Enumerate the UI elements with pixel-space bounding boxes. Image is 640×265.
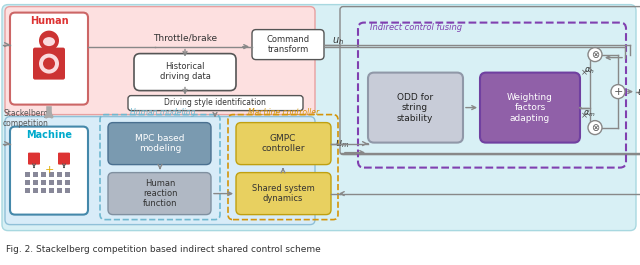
FancyBboxPatch shape xyxy=(65,188,70,193)
Text: Driving style identification: Driving style identification xyxy=(164,98,266,107)
FancyBboxPatch shape xyxy=(25,188,30,193)
FancyBboxPatch shape xyxy=(41,180,46,185)
FancyBboxPatch shape xyxy=(128,96,303,111)
Text: ⊗: ⊗ xyxy=(591,50,599,60)
Text: Machine: Machine xyxy=(26,130,72,140)
Text: Historical
driving data: Historical driving data xyxy=(159,62,211,81)
FancyBboxPatch shape xyxy=(25,180,30,185)
FancyBboxPatch shape xyxy=(57,172,62,176)
Text: Human modeling: Human modeling xyxy=(130,108,195,117)
Circle shape xyxy=(39,54,59,74)
Text: Shared system
dynamics: Shared system dynamics xyxy=(252,184,314,203)
Text: ODD for
string
stability: ODD for string stability xyxy=(397,93,433,122)
Text: GMPC
controller: GMPC controller xyxy=(261,134,305,153)
FancyBboxPatch shape xyxy=(65,180,70,185)
FancyBboxPatch shape xyxy=(368,73,463,143)
FancyBboxPatch shape xyxy=(5,7,315,114)
FancyBboxPatch shape xyxy=(108,173,211,215)
Circle shape xyxy=(39,30,59,51)
Text: +: + xyxy=(44,165,54,175)
FancyBboxPatch shape xyxy=(33,180,38,185)
FancyBboxPatch shape xyxy=(10,127,88,215)
FancyBboxPatch shape xyxy=(49,188,54,193)
FancyBboxPatch shape xyxy=(108,123,211,165)
Text: Throttle/brake: Throttle/brake xyxy=(153,33,217,42)
FancyBboxPatch shape xyxy=(480,73,580,143)
FancyBboxPatch shape xyxy=(236,123,331,165)
FancyBboxPatch shape xyxy=(49,172,54,176)
Text: Human: Human xyxy=(29,16,68,26)
Text: Command
transform: Command transform xyxy=(266,35,310,54)
Text: $\alpha_m$: $\alpha_m$ xyxy=(582,108,595,119)
FancyBboxPatch shape xyxy=(57,188,62,193)
Circle shape xyxy=(588,48,602,61)
FancyBboxPatch shape xyxy=(33,48,65,80)
Text: Human
reaction
function: Human reaction function xyxy=(143,179,177,209)
Circle shape xyxy=(588,121,602,135)
FancyBboxPatch shape xyxy=(134,54,236,91)
Text: Machine controller: Machine controller xyxy=(248,108,319,117)
Text: ×: × xyxy=(580,68,588,77)
FancyBboxPatch shape xyxy=(49,180,54,185)
Text: ⊗: ⊗ xyxy=(591,123,599,132)
Text: $u$: $u$ xyxy=(637,87,640,97)
Text: Weighting
factors
adapting: Weighting factors adapting xyxy=(507,93,553,122)
FancyBboxPatch shape xyxy=(10,13,88,105)
Text: $\alpha_h$: $\alpha_h$ xyxy=(584,65,595,76)
FancyBboxPatch shape xyxy=(236,173,331,215)
Circle shape xyxy=(611,85,625,99)
Text: +: + xyxy=(613,87,623,97)
FancyBboxPatch shape xyxy=(28,153,40,165)
FancyBboxPatch shape xyxy=(2,5,636,231)
Text: Fig. 2. Stackelberg competition based indirect shared control scheme: Fig. 2. Stackelberg competition based in… xyxy=(6,245,321,254)
Ellipse shape xyxy=(43,37,55,46)
FancyBboxPatch shape xyxy=(33,188,38,193)
FancyBboxPatch shape xyxy=(57,180,62,185)
FancyBboxPatch shape xyxy=(33,172,38,176)
FancyBboxPatch shape xyxy=(65,172,70,176)
FancyBboxPatch shape xyxy=(252,30,324,60)
Text: $u_m$: $u_m$ xyxy=(335,138,349,149)
FancyBboxPatch shape xyxy=(25,172,30,176)
FancyBboxPatch shape xyxy=(41,172,46,176)
FancyBboxPatch shape xyxy=(5,117,315,225)
Text: Stackelberg
competition: Stackelberg competition xyxy=(3,109,49,128)
Text: ×: × xyxy=(580,111,588,120)
Text: Indirect control fusing: Indirect control fusing xyxy=(370,23,462,32)
FancyBboxPatch shape xyxy=(41,188,46,193)
Circle shape xyxy=(43,58,55,70)
Text: MPC based
modeling: MPC based modeling xyxy=(135,134,185,153)
Text: $u_h$: $u_h$ xyxy=(332,35,344,46)
FancyBboxPatch shape xyxy=(58,153,70,165)
